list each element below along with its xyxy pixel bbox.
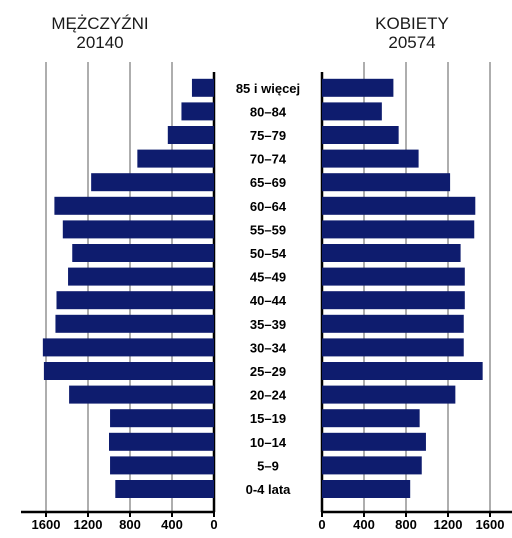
female-bar bbox=[322, 385, 456, 404]
right-tick-label: 1200 bbox=[434, 517, 463, 532]
female-bar bbox=[322, 220, 475, 239]
left-tick-label: 1600 bbox=[32, 517, 61, 532]
age-group-label: 5–9 bbox=[257, 458, 279, 473]
male-bar bbox=[72, 244, 214, 262]
female-bar bbox=[322, 78, 394, 97]
male-bar bbox=[115, 480, 214, 498]
female-bar bbox=[322, 338, 464, 357]
male-bar bbox=[167, 126, 214, 144]
age-group-label: 75–79 bbox=[250, 128, 286, 143]
female-bar bbox=[322, 102, 382, 121]
age-group-label: 60–64 bbox=[250, 199, 287, 214]
male-bar bbox=[62, 220, 214, 239]
female-bar bbox=[322, 362, 483, 380]
female-bar bbox=[322, 267, 465, 286]
age-group-label: 55–59 bbox=[250, 222, 286, 237]
female-bar bbox=[322, 291, 465, 310]
left-tick-label: 800 bbox=[119, 517, 141, 532]
male-bar bbox=[56, 291, 214, 310]
age-group-label: 35–39 bbox=[250, 317, 286, 332]
male-bar bbox=[181, 102, 214, 121]
female-bar bbox=[322, 456, 422, 475]
right-tick-label: 1600 bbox=[476, 517, 505, 532]
female-total: 20574 bbox=[388, 33, 436, 52]
age-group-label: 25–29 bbox=[250, 364, 286, 379]
age-group-label: 20–24 bbox=[250, 388, 287, 403]
age-group-label: 30–34 bbox=[250, 340, 287, 355]
male-bar bbox=[68, 267, 214, 286]
male-bar bbox=[43, 362, 215, 380]
female-bar bbox=[322, 149, 419, 168]
age-group-label: 50–54 bbox=[250, 246, 287, 261]
female-bar bbox=[322, 314, 464, 333]
male-bar bbox=[42, 338, 214, 357]
male-bar bbox=[54, 196, 215, 215]
right-tick-label: 0 bbox=[318, 517, 325, 532]
age-group-label: 65–69 bbox=[250, 175, 286, 190]
male-bar bbox=[191, 78, 214, 97]
female-bar bbox=[322, 480, 411, 498]
female-title: KOBIETY bbox=[375, 14, 449, 33]
female-bar bbox=[322, 196, 476, 215]
male-bar bbox=[110, 456, 214, 475]
age-group-label: 70–74 bbox=[250, 152, 287, 167]
male-bar bbox=[55, 314, 215, 333]
male-total: 20140 bbox=[76, 33, 124, 52]
male-bar bbox=[137, 149, 214, 168]
age-group-label: 0-4 lata bbox=[246, 482, 292, 497]
female-bar bbox=[322, 244, 461, 262]
left-tick-label: 400 bbox=[161, 517, 183, 532]
right-tick-label: 800 bbox=[395, 517, 417, 532]
male-bar bbox=[110, 409, 214, 428]
left-tick-label: 0 bbox=[210, 517, 217, 532]
male-bar bbox=[109, 432, 214, 451]
female-bar bbox=[322, 409, 420, 428]
age-group-label: 15–19 bbox=[250, 411, 286, 426]
age-group-label: 45–49 bbox=[250, 270, 286, 285]
male-bar bbox=[69, 385, 214, 404]
female-header: KOBIETY 20574 bbox=[322, 14, 502, 52]
age-group-label: 80–84 bbox=[250, 104, 287, 119]
right-tick-label: 400 bbox=[353, 517, 375, 532]
female-bar bbox=[322, 126, 399, 144]
female-bar bbox=[322, 173, 451, 192]
age-group-label: 40–44 bbox=[250, 293, 287, 308]
left-tick-label: 1200 bbox=[74, 517, 103, 532]
age-group-label: 85 i więcej bbox=[236, 81, 300, 96]
male-title: MĘŻCZYŹNI bbox=[51, 14, 149, 33]
age-group-label: 10–14 bbox=[250, 435, 287, 450]
male-bar bbox=[91, 173, 214, 192]
female-bar bbox=[322, 432, 426, 451]
male-header: MĘŻCZYŹNI 20140 bbox=[10, 14, 190, 52]
